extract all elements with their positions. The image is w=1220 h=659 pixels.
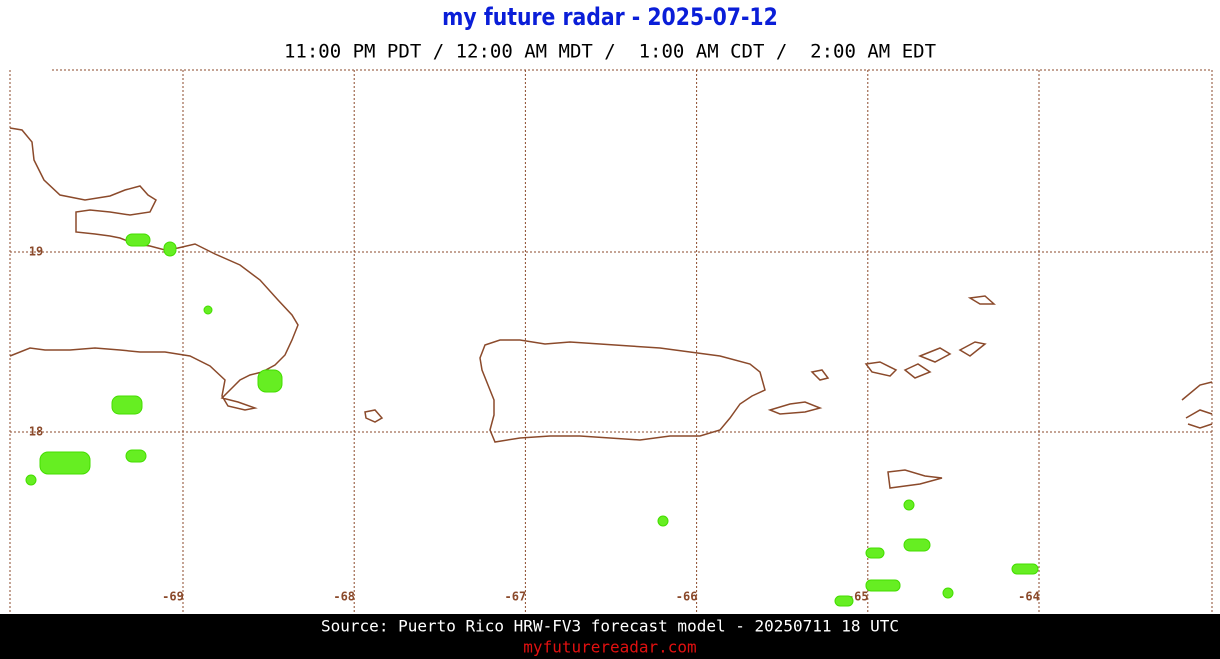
longitude-label: -68	[333, 590, 355, 604]
latitude-label: 19	[29, 245, 43, 259]
coastlines	[9, 127, 1213, 489]
longitude-label: -67	[505, 590, 527, 604]
longitude-label: -64	[1018, 590, 1040, 604]
frame	[9, 69, 1213, 614]
longitude-label: -66	[676, 590, 698, 604]
footer-source: Source: Puerto Rico HRW-FV3 forecast mod…	[321, 617, 899, 636]
radar-echoes	[25, 233, 1039, 607]
latitude-label: 18	[29, 425, 43, 439]
longitude-label: -69	[162, 590, 184, 604]
title: my future radar - 2025-07-12	[442, 3, 778, 31]
footer-band	[0, 614, 1220, 659]
subtitle: 11:00 PM PDT / 12:00 AM MDT / 1:00 AM CD…	[284, 41, 936, 63]
footer-link[interactable]: myfuturereadar.com	[523, 638, 696, 657]
